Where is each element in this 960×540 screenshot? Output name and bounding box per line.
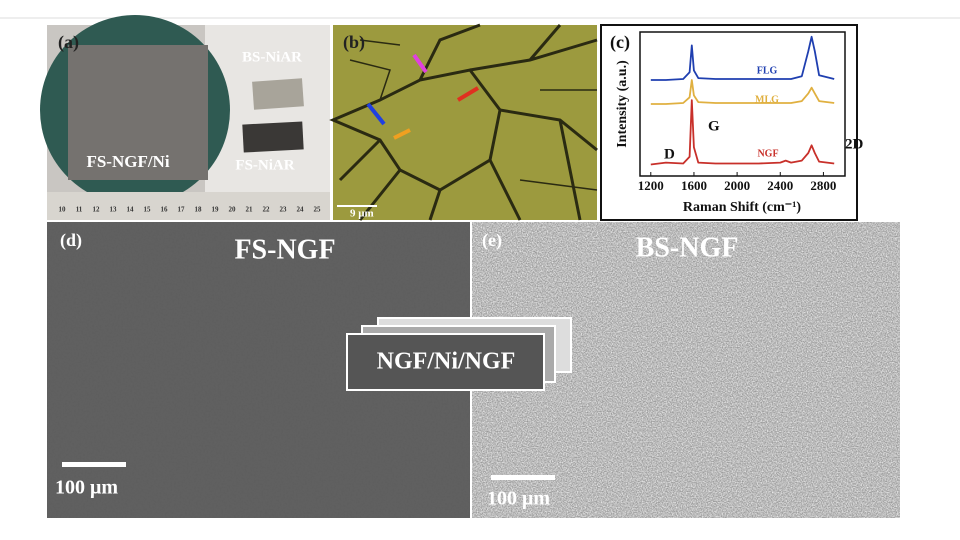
overlay-label: NGF/Ni/NGF — [377, 349, 516, 375]
micrograph — [333, 25, 597, 220]
annotation: G — [708, 118, 720, 134]
ruler — [47, 192, 330, 220]
ruler-number: 24 — [297, 206, 305, 214]
scale-bar — [491, 475, 555, 480]
arrow — [366, 102, 386, 126]
arrow — [393, 128, 411, 140]
panel-b: 9 μm (b) — [329, 23, 598, 221]
sandwich-icon: NGF/Ni/NGF — [346, 317, 572, 391]
scale-label: 9 μm — [350, 208, 374, 220]
panel-a: 10 11 12 13 14 15 16 17 18 19 20 21 22 23 24 25 (a) BS-… — [40, 15, 330, 220]
ruler-number: 21 — [246, 206, 254, 214]
x-tick-label: 2400 — [767, 178, 793, 193]
ruler-number: 20 — [229, 206, 237, 214]
annotation: D — [664, 146, 675, 162]
scale-label: 100 μm — [55, 477, 118, 499]
spectrum — [650, 99, 835, 166]
annotation: 2D — [845, 136, 864, 152]
sample-label: FS-NiAR — [235, 157, 294, 173]
panel-label: (b) — [343, 32, 365, 53]
spectrum — [650, 35, 835, 81]
scale-label: 100 μm — [487, 488, 550, 510]
ruler-number: 12 — [93, 206, 101, 214]
panel-label: (c) — [610, 32, 630, 53]
ruler-number: 11 — [76, 206, 83, 214]
strip — [252, 78, 304, 110]
scale-bar — [62, 462, 126, 467]
ruler-number: 10 — [59, 206, 67, 214]
x-tick-label: 1200 — [638, 178, 664, 193]
sample-label: FS-NGF/Ni — [86, 152, 169, 171]
sample-label: BS-NiAR — [242, 49, 302, 65]
layer — [346, 333, 545, 391]
ruler-number: 16 — [161, 206, 169, 214]
panel-c: (c) Raman Shift (cm⁻¹) Intensity (a.u.) … — [600, 24, 864, 221]
panel-label: (d) — [60, 230, 82, 251]
ruler-number: 25 — [314, 206, 322, 214]
x-axis-label: Raman Shift (cm⁻¹) — [683, 200, 801, 215]
panel-title: FS-NGF — [234, 234, 335, 265]
x-tick-label: 2800 — [810, 178, 836, 193]
plot-frame — [639, 31, 846, 177]
panel-label: (a) — [58, 32, 79, 53]
ruler-number: 23 — [280, 206, 288, 214]
ruler-number: 22 — [263, 206, 271, 214]
panel-frame — [600, 24, 858, 221]
series-label: FLG — [757, 65, 778, 76]
scale-bar — [337, 205, 377, 207]
panel-label: (e) — [482, 230, 502, 251]
ruler-number: 13 — [110, 206, 118, 214]
panel-title: BS-NGF — [636, 232, 739, 263]
arrow — [412, 53, 428, 74]
ruler-number: 18 — [195, 206, 203, 214]
ruler-number: 14 — [127, 206, 135, 214]
spectrum — [650, 79, 835, 105]
x-tick-label: 1600 — [681, 178, 707, 193]
ruler-number: 19 — [212, 206, 220, 214]
series-label: MLG — [755, 94, 779, 105]
foil — [68, 45, 208, 180]
arrow — [456, 86, 480, 102]
ruler-number: 17 — [178, 206, 186, 214]
strip — [242, 121, 304, 153]
y-axis-label: Intensity (a.u.) — [615, 60, 630, 148]
x-tick-label: 2000 — [724, 178, 750, 193]
cracks — [329, 23, 598, 221]
series-label: NGF — [757, 148, 778, 159]
ruler-number: 15 — [144, 206, 152, 214]
